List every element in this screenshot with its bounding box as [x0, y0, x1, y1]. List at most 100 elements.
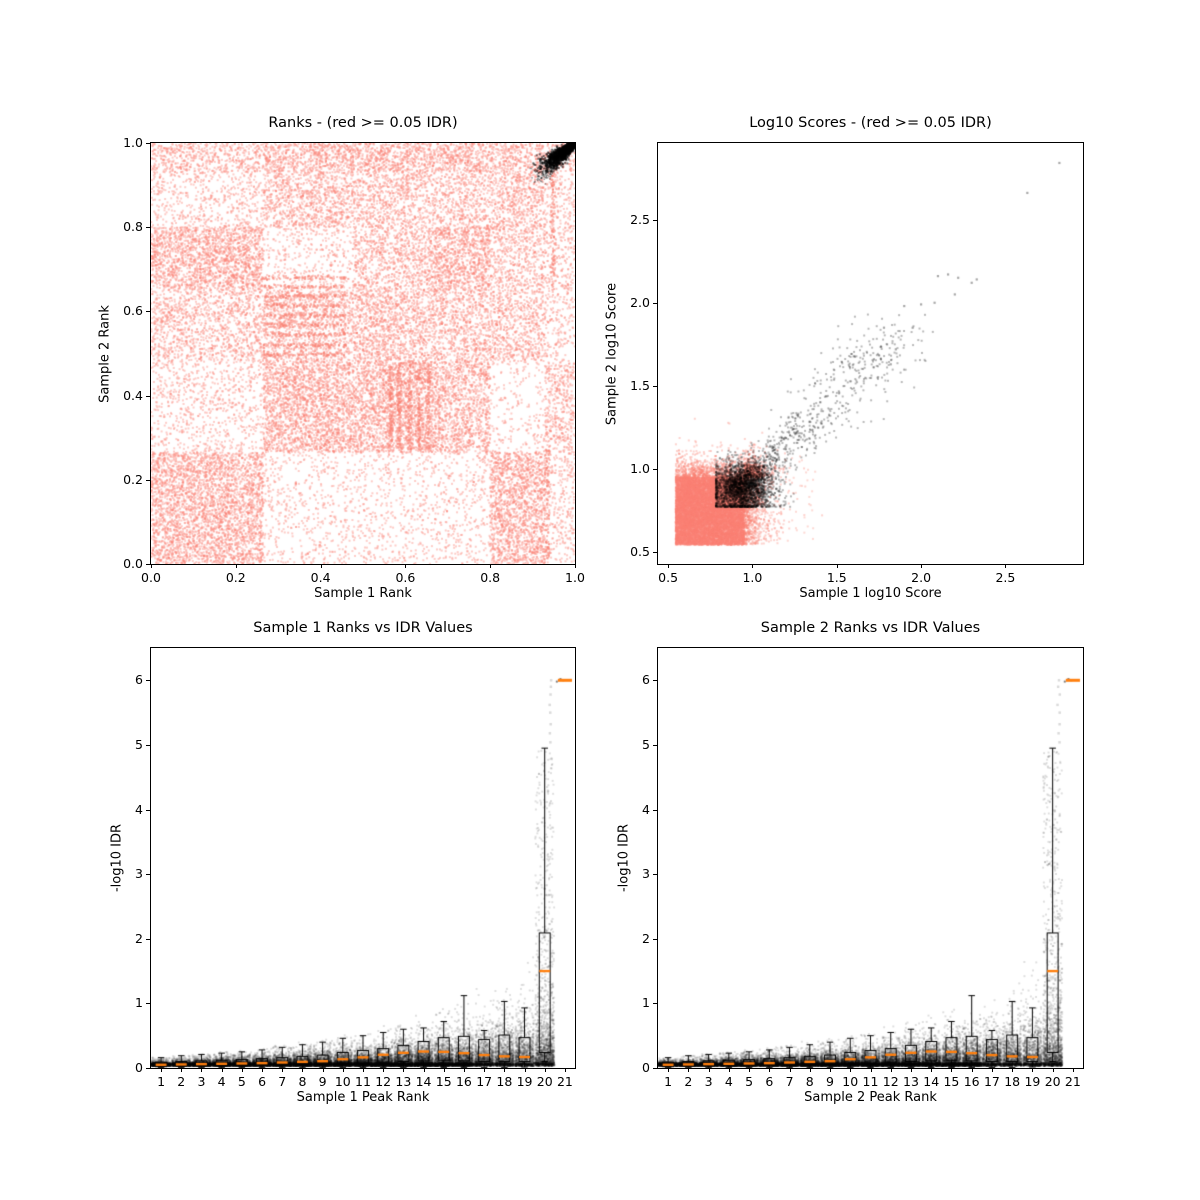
x-tick-mark [752, 564, 754, 568]
sample1-idr-canvas [151, 648, 575, 1068]
x-tick-mark [282, 1068, 284, 1072]
x-tick-mark [1012, 1068, 1014, 1072]
y-tick-label: 0.2 [123, 471, 143, 487]
plot-area-scores [657, 142, 1084, 565]
x-tick-label: 0.5 [658, 570, 679, 585]
x-tick-label: 2.0 [911, 570, 932, 585]
y-tick-mark [653, 469, 657, 471]
x-tick-label: 1.0 [742, 570, 763, 585]
y-tick-label: 1.0 [630, 461, 650, 477]
y-tick-label: 0.6 [123, 303, 143, 319]
x-tick-label: 7 [785, 1074, 794, 1089]
x-tick-mark [262, 1068, 264, 1072]
x-tick-label: 14 [923, 1074, 940, 1089]
x-tick-mark [363, 1068, 364, 1072]
x-tick-label: 11 [862, 1074, 879, 1089]
x-tick-mark [490, 564, 492, 568]
x-tick-mark [575, 564, 576, 568]
y-axis-label: -log10 IDR [616, 823, 632, 893]
x-tick-label: 0.6 [395, 570, 416, 585]
y-tick-label: 6 [135, 672, 143, 688]
x-tick-mark [728, 1068, 730, 1072]
y-tick-mark [146, 143, 150, 144]
plot-area-sample2-idr [657, 647, 1084, 1069]
x-tick-mark [463, 1068, 465, 1072]
x-tick-label: 17 [983, 1074, 1000, 1089]
x-tick-label: 2.5 [995, 570, 1016, 585]
y-tick-mark [653, 552, 657, 554]
y-tick-label: 0.4 [123, 387, 143, 403]
plot-title: Sample 2 Ranks vs IDR Values [760, 620, 981, 636]
x-tick-label: 4 [724, 1074, 733, 1089]
x-tick-label: 18 [1004, 1074, 1021, 1089]
x-tick-mark [235, 564, 237, 568]
plot-area-sample1-idr [150, 647, 576, 1069]
x-tick-label: 6 [258, 1074, 267, 1089]
y-tick-mark [146, 395, 150, 397]
x-tick-mark [836, 564, 838, 568]
x-tick-mark [870, 1068, 872, 1072]
sample2-idr-canvas [658, 648, 1083, 1068]
y-tick-label: 3 [135, 866, 143, 882]
x-tick-mark [322, 1068, 324, 1072]
x-tick-mark [991, 1068, 993, 1072]
x-tick-label: 21 [1064, 1074, 1081, 1089]
x-tick-mark [423, 1068, 425, 1072]
x-tick-label: 0.8 [480, 570, 501, 585]
y-tick-mark [146, 1068, 150, 1069]
x-tick-label: 2 [684, 1074, 693, 1089]
x-tick-mark [809, 1068, 811, 1072]
y-tick-label: 3 [642, 866, 650, 882]
x-tick-label: 3 [704, 1074, 713, 1089]
x-tick-label: 18 [496, 1074, 513, 1089]
x-tick-label: 3 [197, 1074, 206, 1089]
x-tick-label: 1 [157, 1074, 166, 1089]
x-tick-mark [302, 1068, 304, 1072]
x-tick-mark [504, 1068, 506, 1072]
x-tick-mark [320, 564, 322, 568]
x-tick-mark [342, 1068, 344, 1072]
y-tick-mark [653, 219, 657, 221]
y-tick-label: 2.0 [630, 294, 650, 310]
x-tick-label: 10 [842, 1074, 859, 1089]
x-axis-label: Sample 1 Rank [314, 586, 412, 601]
y-tick-mark [146, 311, 150, 313]
x-tick-mark [405, 564, 407, 568]
x-tick-mark [484, 1068, 486, 1072]
y-tick-label: 4 [135, 801, 143, 817]
x-tick-label: 1.0 [565, 570, 585, 585]
y-tick-label: 2 [642, 930, 650, 946]
y-tick-label: 0 [642, 1060, 650, 1075]
x-tick-label: 20 [1044, 1074, 1061, 1089]
y-tick-mark [653, 938, 657, 940]
x-tick-mark [971, 1068, 973, 1072]
x-axis-label: Sample 2 Peak Rank [804, 1090, 937, 1105]
y-tick-label: 0.0 [123, 556, 143, 571]
x-tick-mark [890, 1068, 892, 1072]
y-tick-label: 0.8 [123, 219, 143, 235]
x-tick-mark [708, 1068, 710, 1072]
y-tick-label: 6 [642, 672, 650, 688]
x-tick-label: 9 [318, 1074, 327, 1089]
x-tick-label: 21 [556, 1074, 573, 1089]
y-tick-label: 0.5 [630, 544, 650, 560]
x-tick-label: 6 [765, 1074, 774, 1089]
x-tick-label: 15 [435, 1074, 452, 1089]
x-tick-mark [1032, 1068, 1034, 1072]
y-tick-label: 1.5 [630, 377, 650, 393]
x-tick-mark [951, 1068, 953, 1072]
x-tick-label: 10 [334, 1074, 351, 1089]
y-tick-mark [653, 1068, 657, 1069]
x-tick-mark [921, 564, 923, 568]
y-tick-label: 5 [642, 736, 650, 752]
y-tick-label: 5 [135, 736, 143, 752]
x-tick-mark [1052, 1068, 1054, 1072]
x-tick-mark [383, 1068, 385, 1072]
x-tick-mark [403, 1068, 405, 1072]
y-tick-mark [653, 680, 657, 682]
y-tick-label: 4 [642, 801, 650, 817]
x-tick-label: 7 [278, 1074, 287, 1089]
x-tick-label: 0.2 [225, 570, 246, 585]
x-tick-label: 19 [516, 1074, 533, 1089]
